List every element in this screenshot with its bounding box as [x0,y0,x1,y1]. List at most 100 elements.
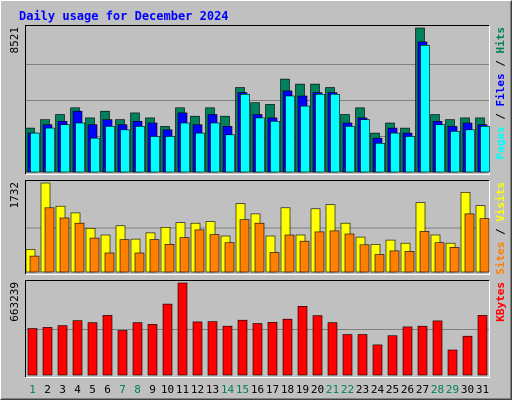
bar-pages [315,94,325,173]
series-kbytes [27,282,488,376]
day-label: 31 [476,383,489,396]
bar-sites [164,244,175,273]
bar-pages [90,137,100,173]
bar-sites [134,252,145,273]
day-label: 27 [416,383,429,396]
legend-label-part: Sites [494,242,507,275]
day-label: 24 [371,383,385,396]
bar-kbytes [402,326,413,376]
day-label: 26 [401,383,414,396]
bar-sites [434,242,445,273]
bar-kbytes [207,321,218,376]
bar-sites [299,240,310,273]
bar-sites [119,239,130,273]
legend-label-part: / [494,222,507,242]
bar-sites [209,234,220,273]
bar-sites [344,233,355,273]
day-label: 11 [176,383,189,396]
bar-sites [449,247,460,273]
legend-label-part: / [494,54,507,74]
bar-pages [285,95,295,173]
day-label: 3 [59,383,66,396]
day-label: 20 [311,383,324,396]
bar-pages [465,129,475,173]
day-label: 12 [191,383,204,396]
bar-pages [105,126,115,173]
bar-kbytes [387,335,398,376]
series-sites [29,207,490,273]
bar-kbytes [117,330,128,376]
bar-sites [419,231,430,273]
legend-label-part: / [494,107,507,127]
bar-sites [149,239,160,273]
panel-border-dark [25,180,490,275]
bar-pages [360,119,370,173]
legend-label-part: KBytes [494,282,507,322]
bar-kbytes [87,322,98,376]
day-label: 5 [89,383,96,396]
bar-sites [104,252,115,273]
day-label: 10 [161,383,174,396]
bar-kbytes [147,324,158,376]
bar-pages [150,136,160,173]
day-label: 22 [341,383,354,396]
series-legend-label: Sites / Visits [494,182,507,275]
day-label: 7 [119,383,126,396]
bar-pages [450,131,460,173]
bar-kbytes [57,325,68,376]
series-legend-label: KBytes [494,282,507,322]
bar-kbytes [222,325,233,376]
day-label: 9 [149,383,156,396]
series-legend-label: Pages / Files / Hits [494,27,507,160]
visits-panel: 1732 Sites / Visits [8,180,507,275]
bar-kbytes [477,315,488,376]
bar-pages [345,126,355,173]
bar-pages [120,129,130,173]
bar-kbytes [312,315,323,376]
bar-pages [210,122,220,173]
bar-pages [390,132,400,173]
y-axis-max-label: 663239 [8,282,21,322]
bar-pages [225,134,235,173]
bar-sites [329,230,340,273]
series-pages [30,44,490,173]
day-label: 14 [221,383,235,396]
day-label: 6 [104,383,111,396]
bar-pages [255,117,265,173]
y-axis-max-label: 8521 [8,27,21,54]
bar-pages [435,124,445,173]
bar-sites [314,231,325,273]
legend-label-part: Pages [494,126,507,159]
bar-kbytes [237,319,248,376]
panel-border-dark [25,25,490,175]
bar-pages [300,105,310,173]
bar-kbytes [282,318,293,376]
day-label: 13 [206,383,219,396]
bar-kbytes [252,323,263,376]
bar-kbytes [417,325,428,376]
bar-sites [464,213,475,273]
bar-pages [240,94,250,173]
bar-sites [479,218,490,273]
day-label: 8 [134,383,141,396]
bar-sites [284,234,295,273]
bar-sites [254,222,265,273]
day-label: 30 [461,383,474,396]
bar-kbytes [447,349,458,376]
bar-sites [179,237,190,273]
bar-pages [75,122,85,173]
bar-kbytes [192,321,203,376]
chart-panels: 8521 Pages / Files / Hits 1732 Sites / Visi… [8,25,507,378]
bar-pages [270,121,280,173]
bar-sites [59,217,70,273]
bar-sites [404,251,415,273]
bar-sites [74,222,85,273]
bar-pages [195,132,205,173]
bar-pages [135,126,145,173]
day-label: 2 [44,383,51,396]
bar-kbytes [132,322,143,376]
kbytes-panel: 663239 KBytes [8,280,507,378]
